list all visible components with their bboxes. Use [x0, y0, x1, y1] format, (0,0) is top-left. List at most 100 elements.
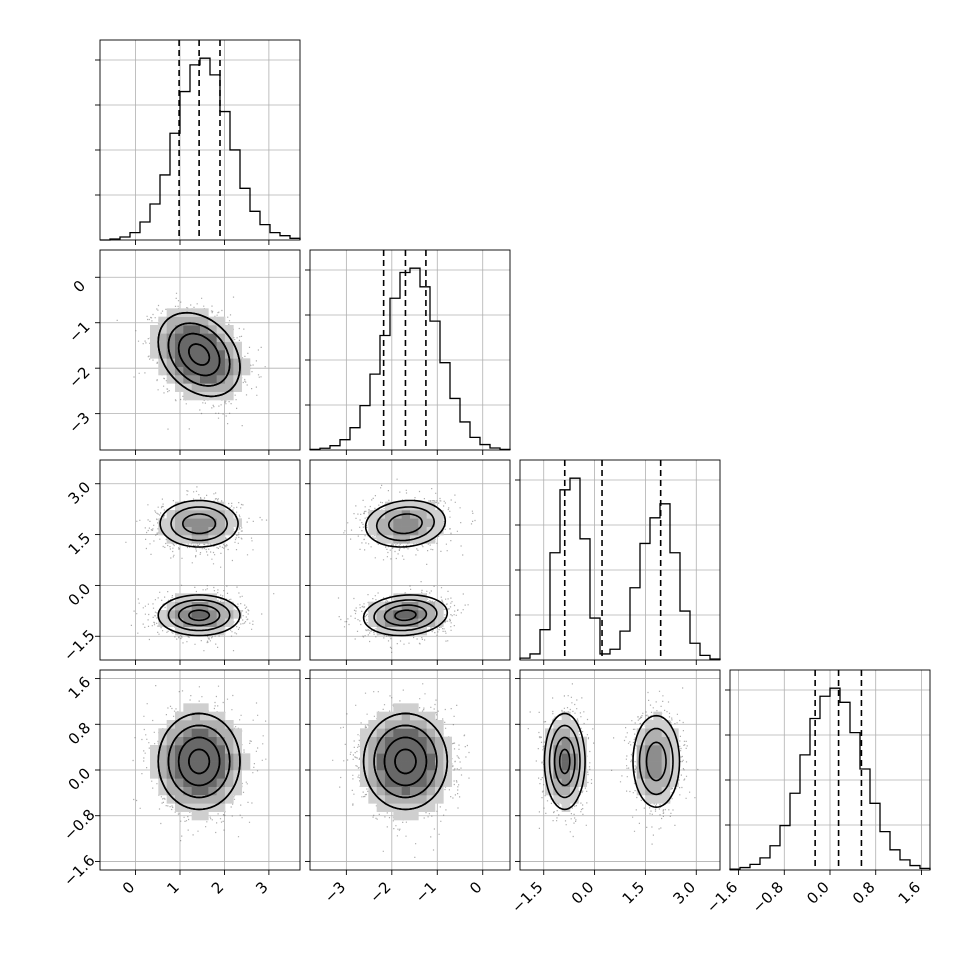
density-cell	[183, 745, 192, 754]
density-cell	[166, 795, 176, 804]
density-cell	[191, 518, 201, 527]
density-cell	[208, 383, 217, 392]
density-cell	[360, 728, 369, 737]
density-cell	[410, 501, 419, 511]
density-cell	[158, 341, 167, 351]
density-cell	[435, 601, 444, 611]
density-cell	[225, 341, 234, 351]
density-cell	[191, 778, 201, 787]
density-cell	[561, 753, 571, 762]
contour-line	[157, 594, 241, 637]
density-cell	[191, 383, 201, 392]
density-cell	[158, 745, 167, 754]
density-cell	[200, 618, 209, 627]
density-cell	[233, 358, 242, 367]
density-cell	[393, 736, 402, 746]
density-cell	[166, 325, 176, 334]
density-cell	[183, 593, 192, 602]
density-cell	[183, 703, 192, 712]
density-cell	[368, 510, 377, 519]
density-cell	[376, 618, 386, 627]
density-cell	[393, 761, 402, 771]
density-cell	[393, 795, 402, 804]
contour-line	[170, 506, 229, 542]
panel-frame	[729, 669, 931, 871]
density-cell	[418, 778, 427, 787]
density-cell	[410, 703, 419, 712]
density-cell	[401, 778, 411, 787]
density-cell	[158, 618, 167, 627]
density-cell	[661, 736, 671, 746]
density-cell	[175, 358, 184, 367]
density-cell	[578, 753, 587, 762]
density-cell	[418, 626, 427, 636]
density-cell	[191, 316, 201, 326]
density-cell	[175, 711, 184, 721]
density-cell	[166, 778, 176, 787]
x-tick-label: 0	[119, 878, 138, 897]
x-tick-label: 2	[208, 878, 227, 897]
density-cell	[410, 626, 419, 636]
density-cell	[401, 728, 411, 737]
density-cell	[360, 736, 369, 746]
density-cell	[561, 770, 571, 779]
density-cell	[233, 753, 242, 762]
density-cell	[183, 795, 192, 804]
density-cell	[418, 803, 427, 812]
density-cell	[410, 753, 419, 762]
y-tick-label: 1.5	[65, 529, 95, 559]
density-cell	[208, 770, 217, 779]
density-cell	[426, 753, 436, 762]
contour-line	[188, 609, 211, 622]
density-cell	[410, 745, 419, 754]
density-cell	[166, 786, 176, 796]
density-cell	[570, 720, 579, 729]
density-cell	[216, 736, 226, 746]
x-tick-label: −1.6	[703, 878, 741, 916]
density-cell	[393, 510, 402, 519]
density-cell	[385, 736, 394, 746]
density-cell	[368, 736, 377, 746]
density-cell	[166, 618, 176, 627]
density-cell	[183, 778, 192, 787]
density-cell	[418, 593, 427, 602]
density-cell	[385, 795, 394, 804]
scatter-panel: −1.5 0.0 1.5 3.0	[508, 669, 721, 917]
density-cell	[385, 711, 394, 721]
density-cell	[183, 601, 192, 611]
density-cell	[208, 366, 217, 376]
contour-line	[394, 609, 417, 622]
density-cell	[233, 610, 242, 619]
density-cell	[166, 358, 176, 367]
density-cell	[385, 501, 394, 511]
density-cell	[578, 770, 587, 779]
density-cell	[200, 720, 209, 729]
density-cell	[216, 761, 226, 771]
density-cell	[208, 803, 217, 812]
density-cell	[166, 341, 176, 351]
contour-line	[177, 604, 221, 627]
density-cell	[376, 720, 386, 729]
density-cell	[670, 761, 679, 771]
density-cell	[175, 626, 184, 636]
density-cell	[191, 366, 201, 376]
density-cell	[376, 803, 386, 812]
density-cell	[200, 316, 209, 326]
density-cell	[401, 803, 411, 812]
density-cell	[166, 720, 176, 729]
density-cell	[158, 366, 167, 376]
contour-line	[375, 506, 436, 542]
contour-line	[181, 513, 217, 535]
density-cell	[418, 711, 427, 721]
density-cell	[208, 720, 217, 729]
density-cell	[158, 333, 167, 342]
density-cell	[368, 753, 377, 762]
density-cell	[385, 761, 394, 771]
density-cell	[385, 526, 394, 536]
density-cell	[393, 711, 402, 721]
contour-line	[373, 724, 438, 799]
density-cell	[636, 761, 646, 771]
density-cell	[393, 526, 402, 536]
density-cell	[158, 350, 167, 359]
density-cell	[410, 728, 419, 737]
